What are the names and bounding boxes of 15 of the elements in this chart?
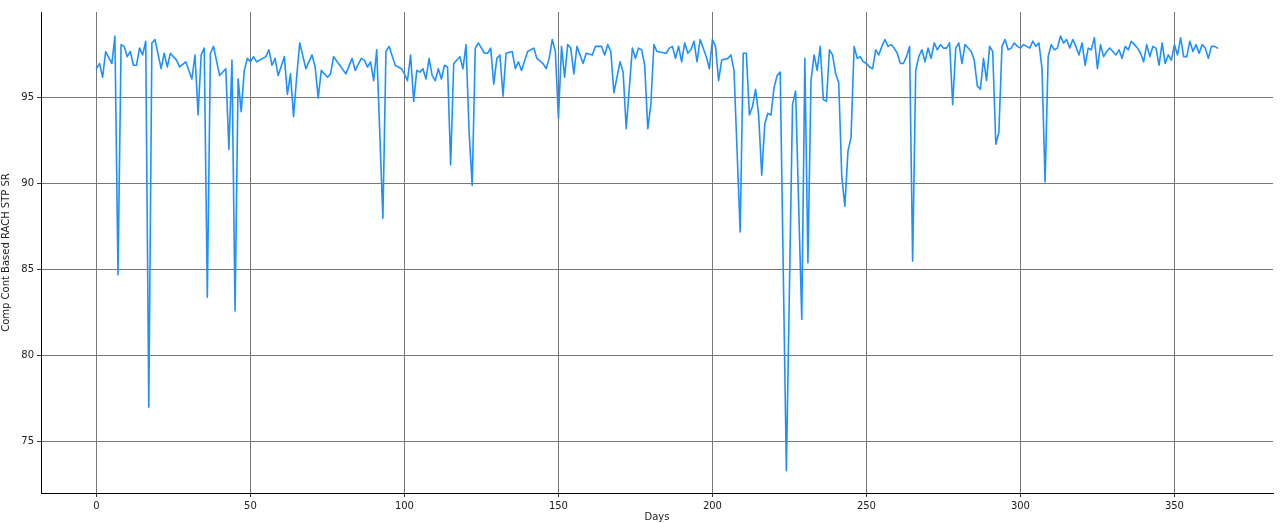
x-tick-label: 250 <box>856 499 876 511</box>
y-tick-label: 80 <box>21 349 34 361</box>
y-tick-label: 75 <box>21 435 34 447</box>
x-tick-label: 50 <box>244 499 257 511</box>
x-tick-label: 150 <box>548 499 568 511</box>
x-tick-label: 350 <box>1164 499 1184 511</box>
y-axis-title: Comp Cont Based RACH STP SR <box>0 173 11 332</box>
y-tick-label: 95 <box>21 91 34 103</box>
y-tick-label: 85 <box>21 263 34 275</box>
x-axis-title: Days <box>644 510 670 522</box>
x-tick-label: 100 <box>394 499 414 511</box>
x-tick-label: 0 <box>93 499 100 511</box>
y-tick-label: 90 <box>21 177 34 189</box>
x-tick-label: 300 <box>1010 499 1030 511</box>
x-tick-label: 200 <box>702 499 722 511</box>
